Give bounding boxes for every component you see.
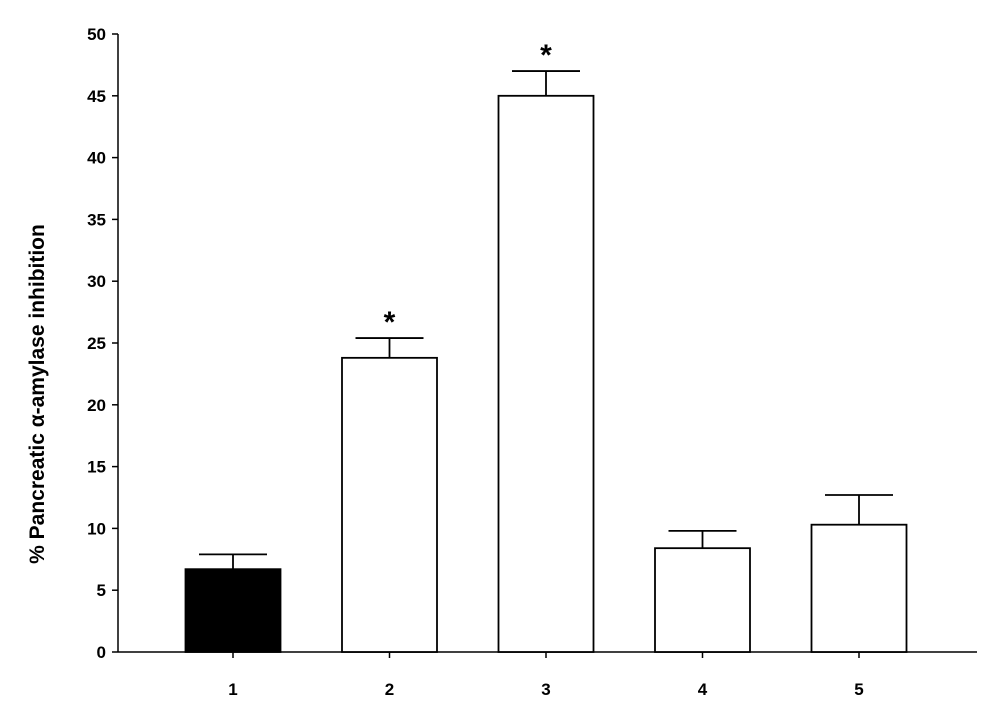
y-axis-label: % Pancreatic α-amylase inhibition — [26, 224, 49, 564]
y-tick-label: 40 — [87, 149, 106, 168]
x-tick-label-4: 4 — [698, 680, 708, 699]
bar-1 — [184, 568, 282, 653]
y-tick-label: 15 — [87, 458, 106, 477]
y-tick-label: 35 — [87, 210, 106, 229]
y-tick-label: 50 — [87, 25, 106, 44]
x-tick-label-1: 1 — [228, 680, 237, 699]
bar-3 — [497, 94, 595, 653]
y-tick-label: 45 — [87, 87, 106, 106]
x-tick-label-3: 3 — [541, 680, 550, 699]
y-tick-label: 20 — [87, 396, 106, 415]
annotations: ** — [384, 39, 553, 339]
y-tick-label: 25 — [87, 334, 106, 353]
significance-marker-2: * — [384, 306, 396, 339]
x-tick-label-2: 2 — [385, 680, 394, 699]
y-tick-label: 0 — [97, 643, 106, 662]
x-tick-label-5: 5 — [854, 680, 863, 699]
bar-4 — [654, 547, 751, 653]
y-tick-label: 30 — [87, 272, 106, 291]
significance-marker-3: * — [540, 39, 552, 72]
y-tick-label: 5 — [97, 581, 106, 600]
bar-2 — [341, 356, 438, 653]
error-bars — [199, 70, 893, 570]
y-tick-label: 10 — [87, 519, 106, 538]
bars — [184, 94, 908, 653]
bar-5 — [810, 523, 908, 653]
